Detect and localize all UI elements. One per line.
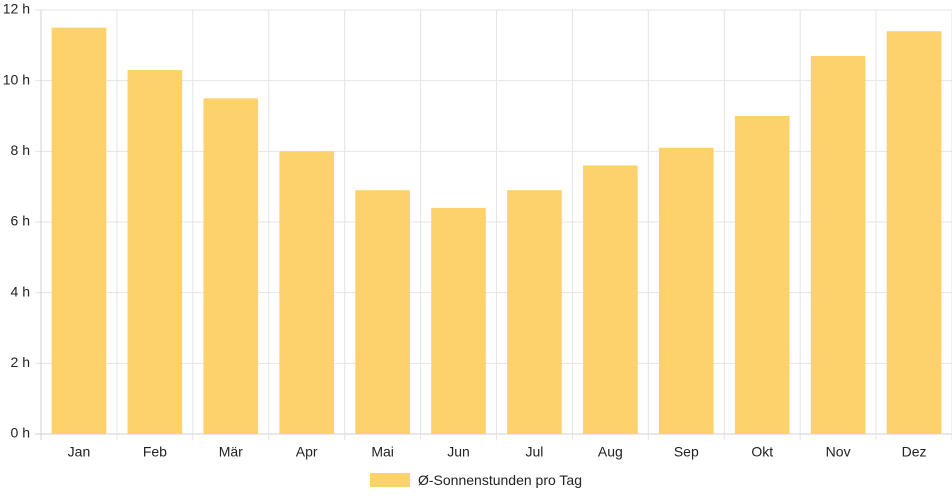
x-tick-label: Dez: [902, 444, 927, 460]
x-tick-label: Mär: [219, 444, 243, 460]
x-tick-label: Jan: [68, 444, 91, 460]
y-axis: 0 h 2 h 4 h 6 h 8 h 10 h 12 h: [3, 1, 30, 441]
x-tick-label: Feb: [143, 444, 167, 460]
y-tick-label: 2 h: [11, 354, 30, 370]
x-tick-label: Aug: [598, 444, 623, 460]
bar-Sep[interactable]: [658, 147, 714, 435]
x-tick-label: Okt: [751, 444, 773, 460]
bar-Jun[interactable]: [431, 207, 486, 434]
grid: [35, 9, 952, 440]
y-tick-label: 8 h: [11, 142, 30, 158]
y-tick-label: 12 h: [3, 1, 30, 17]
x-tick-label: Jun: [447, 444, 470, 460]
bar-Mai[interactable]: [355, 190, 410, 434]
y-tick-label: 10 h: [3, 71, 30, 87]
legend-swatch: [370, 473, 410, 487]
bar-chart: 0 h2 h4 h6 h8 h10 h12 h Jan Feb Mär Apr Mai J…: [3, 1, 952, 460]
bar-Mär[interactable]: [203, 98, 259, 434]
y-tick-label: 4 h: [11, 283, 30, 299]
x-tick-label: Nov: [826, 444, 851, 460]
x-axis: Jan Feb Mär Apr Mai Jun Jul Aug Sep Okt Nov Dez: [68, 444, 927, 460]
bar-Jul[interactable]: [507, 190, 562, 434]
x-tick-label: Mai: [371, 444, 394, 460]
bars: [51, 27, 942, 435]
bar-Feb[interactable]: [127, 70, 183, 435]
bar-Aug[interactable]: [583, 165, 638, 434]
y-tick-label: 0 h: [11, 425, 30, 441]
y-tick-label: 6 h: [11, 213, 30, 229]
legend[interactable]: Ø-Sonnenstunden pro Tag: [0, 472, 952, 488]
x-tick-label: Jul: [526, 444, 544, 460]
bar-Nov[interactable]: [810, 55, 866, 434]
bar-Okt[interactable]: [734, 116, 790, 434]
bar-Apr[interactable]: [279, 151, 335, 435]
bar-Jan[interactable]: [51, 27, 107, 435]
x-tick-label: Apr: [296, 444, 318, 460]
legend-label: Ø-Sonnenstunden pro Tag: [418, 472, 582, 488]
x-tick-label: Sep: [674, 444, 699, 460]
bar-Dez[interactable]: [886, 31, 942, 434]
